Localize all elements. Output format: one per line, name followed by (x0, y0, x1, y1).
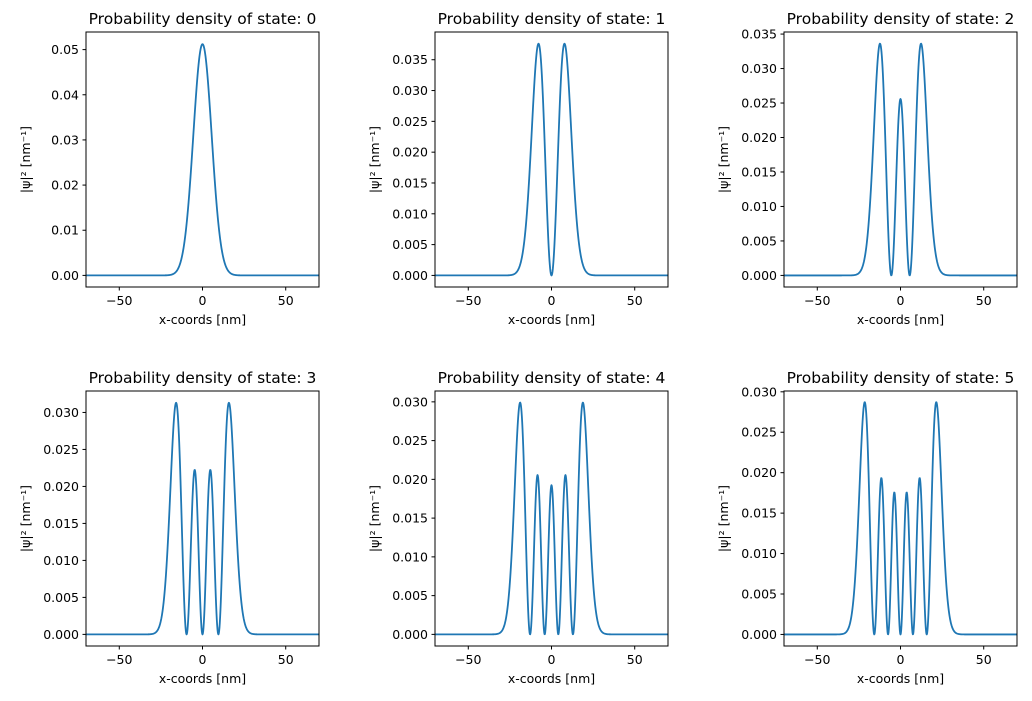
y-tick-label: 0.020 (741, 465, 777, 480)
y-tick-label: 0.00 (51, 268, 79, 283)
density-curve-state-4 (434, 401, 669, 636)
density-curve-state-2 (783, 42, 1018, 277)
y-tick-label: 0.030 (392, 83, 428, 98)
y-axis-label: |ψ|² [nm⁻¹] (18, 126, 33, 193)
y-tick-label: 0.005 (392, 237, 428, 252)
density-curve-state-5 (783, 401, 1018, 636)
subplot-state-2: 0.000 0.005 0.010 0.015 0.020 0.025 0.030 0.035… (716, 10, 1018, 327)
y-tick-label: 0.025 (741, 425, 777, 440)
y-tick-label: 0.025 (43, 442, 79, 457)
y-tick-label: 0.04 (51, 87, 79, 102)
y-tick-label: 0.000 (741, 627, 777, 642)
y-tick-label: 0.025 (392, 114, 428, 129)
y-tick-label: 0.000 (741, 268, 777, 283)
x-tick-label: −50 (106, 652, 132, 667)
x-axis-label: x-coords [nm] (159, 671, 246, 686)
y-tick-label: 0.020 (741, 130, 777, 145)
y-tick-label: 0.030 (392, 394, 428, 409)
y-tick-label: 0.000 (392, 627, 428, 642)
x-tick-label: 0 (548, 293, 556, 308)
y-tick-label: 0.020 (392, 472, 428, 487)
y-axis-label: |ψ|² [nm⁻¹] (18, 485, 33, 552)
x-tick-label: −50 (804, 652, 830, 667)
x-tick-label: −50 (455, 293, 481, 308)
subplot-title: Probability density of state: 1 (438, 10, 666, 28)
x-tick-label: 0 (199, 652, 207, 667)
plot-frame (434, 31, 669, 288)
x-tick-label: −50 (804, 293, 830, 308)
plot-frame (434, 390, 669, 647)
y-axis-label: |ψ|² [nm⁻¹] (716, 485, 731, 552)
x-tick-label: 50 (976, 293, 992, 308)
y-tick-label: 0.010 (741, 199, 777, 214)
x-axis-label: x-coords [nm] (857, 312, 944, 327)
y-tick-label: 0.005 (43, 590, 79, 605)
x-axis-label: x-coords [nm] (857, 671, 944, 686)
y-tick-label: 0.030 (43, 405, 79, 420)
y-tick-label: 0.015 (741, 506, 777, 521)
y-tick-label: 0.015 (392, 511, 428, 526)
y-tick-label: 0.02 (51, 178, 79, 193)
x-tick-label: 50 (278, 293, 294, 308)
subplot-state-0: 0.00 0.01 0.02 0.03 0.04 0.05 −50 0 50 Probabilit… (18, 10, 320, 327)
subplot-state-1: 0.000 0.005 0.010 0.015 0.020 0.025 0.030 0.035… (367, 10, 669, 327)
y-tick-label: 0.01 (51, 223, 79, 238)
y-axis-label: |ψ|² [nm⁻¹] (716, 126, 731, 193)
y-tick-label: 0.05 (51, 42, 79, 57)
x-tick-label: 50 (278, 652, 294, 667)
y-axis-label: |ψ|² [nm⁻¹] (367, 126, 382, 193)
y-tick-label: 0.015 (43, 516, 79, 531)
x-tick-label: 0 (897, 293, 905, 308)
x-tick-label: −50 (455, 652, 481, 667)
y-axis-label: |ψ|² [nm⁻¹] (367, 485, 382, 552)
y-tick-label: 0.035 (741, 27, 777, 42)
y-tick-label: 0.020 (43, 479, 79, 494)
subplot-title: Probability density of state: 4 (438, 369, 666, 387)
y-tick-label: 0.030 (741, 384, 777, 399)
density-curve-state-1 (434, 42, 669, 277)
subplot-state-3: 0.000 0.005 0.010 0.015 0.020 0.025 0.030 −50 0 5… (18, 369, 320, 686)
x-tick-label: 0 (897, 652, 905, 667)
x-tick-label: 50 (627, 293, 643, 308)
subplot-state-4: 0.000 0.005 0.010 0.015 0.020 0.025 0.030 −50 0 5… (367, 369, 669, 686)
y-tick-label: 0.020 (392, 145, 428, 160)
y-tick-label: 0.025 (392, 433, 428, 448)
subplot-title: Probability density of state: 3 (89, 369, 317, 387)
subplot-state-5: 0.000 0.005 0.010 0.015 0.020 0.025 0.030 −50 0 5… (716, 369, 1018, 686)
x-axis-label: x-coords [nm] (508, 312, 595, 327)
y-tick-label: 0.005 (392, 588, 428, 603)
plot-frame (783, 390, 1018, 647)
subplot-title: Probability density of state: 0 (89, 10, 317, 28)
subplot-title: Probability density of state: 5 (787, 369, 1015, 387)
plot-frame (85, 390, 320, 647)
y-tick-label: 0.03 (51, 132, 79, 147)
y-tick-label: 0.030 (741, 61, 777, 76)
y-tick-label: 0.015 (392, 175, 428, 190)
x-tick-label: 50 (627, 652, 643, 667)
y-tick-label: 0.010 (43, 553, 79, 568)
plot-frame (85, 31, 320, 288)
y-tick-label: 0.010 (392, 549, 428, 564)
y-tick-label: 0.005 (741, 586, 777, 601)
y-tick-label: 0.015 (741, 164, 777, 179)
y-tick-label: 0.010 (741, 546, 777, 561)
y-tick-label: 0.000 (392, 268, 428, 283)
x-axis-label: x-coords [nm] (508, 671, 595, 686)
y-tick-label: 0.010 (392, 206, 428, 221)
density-curve-state-0 (85, 43, 320, 277)
y-tick-label: 0.005 (741, 233, 777, 248)
x-tick-label: −50 (106, 293, 132, 308)
x-tick-label: 0 (548, 652, 556, 667)
y-tick-label: 0.000 (43, 627, 79, 642)
x-tick-label: 0 (199, 293, 207, 308)
plot-frame (783, 31, 1018, 288)
y-tick-label: 0.025 (741, 96, 777, 111)
density-curve-state-3 (85, 401, 320, 636)
x-axis-label: x-coords [nm] (159, 312, 246, 327)
x-tick-label: 50 (976, 652, 992, 667)
subplot-title: Probability density of state: 2 (787, 10, 1015, 28)
y-tick-label: 0.035 (392, 52, 428, 67)
